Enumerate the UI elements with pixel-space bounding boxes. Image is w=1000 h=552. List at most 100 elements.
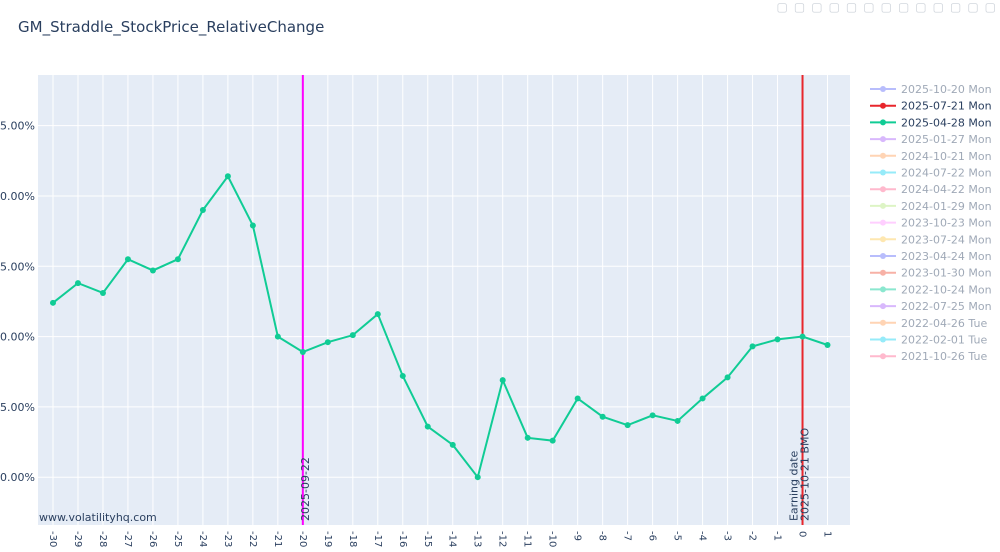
x-tick-label: -1 [772,531,783,541]
x-tick-label: -17 [372,531,383,547]
legend-label: 2022-02-01 Tue [901,334,987,347]
zoom-in-icon[interactable]: ▢ [863,0,875,14]
series-layer [49,173,831,481]
data-point[interactable] [124,256,131,263]
data-point[interactable] [749,343,756,350]
data-point[interactable] [399,372,406,379]
box-select-icon[interactable]: ▢ [828,0,840,14]
data-point[interactable] [824,342,831,348]
data-point[interactable] [499,377,506,384]
legend-item[interactable]: 2024-07-22 Mon [870,167,992,180]
data-point[interactable] [599,413,606,420]
spike-lines-icon[interactable]: ▢ [932,0,944,14]
legend-label: 2025-01-27 Mon [901,133,992,146]
x-tick-label: -10 [547,531,558,547]
legend-item[interactable]: 2023-10-23 Mon [870,217,992,230]
legend-label: 2025-04-28 Mon [901,116,992,129]
data-point[interactable] [449,441,456,448]
legend-item[interactable]: 2025-04-28 Mon [870,116,992,129]
zoom-icon[interactable]: ▢ [793,0,806,14]
data-point[interactable] [474,474,481,481]
legend-swatch-marker [880,152,886,159]
plotly-logo-icon[interactable]: ▢ [984,0,996,14]
legend-item[interactable]: 2022-02-01 Tue [870,334,987,347]
legend-label: 2023-04-24 Mon [901,250,992,263]
data-point[interactable] [274,333,281,340]
legend-swatch-marker [880,286,886,293]
data-point[interactable] [174,256,181,263]
legend-item[interactable]: 2021-10-26 Tue [870,350,987,363]
data-point[interactable] [299,349,306,356]
camera-icon[interactable]: ▢ [776,0,788,14]
data-point[interactable] [524,434,531,441]
legend-item[interactable]: 2023-07-24 Mon [870,233,992,246]
legend-label: 2022-10-24 Mon [901,283,992,296]
data-point[interactable] [249,222,256,229]
legend-item[interactable]: 2024-01-29 Mon [870,200,992,213]
data-point[interactable] [649,412,656,419]
x-tick-label: -8 [597,531,608,541]
hover-closest-icon[interactable]: ▢ [949,0,962,14]
pan-icon[interactable]: ▢ [811,0,823,14]
legend-label: 2024-04-22 Mon [901,183,992,196]
legend-swatch-marker [880,202,886,209]
x-tick-label: -2 [747,531,758,541]
legend-item[interactable]: 2023-04-24 Mon [870,250,992,263]
plot-area[interactable] [38,75,850,525]
x-tick-label: -5 [672,531,683,541]
hover-compare-icon[interactable]: ▢ [967,0,979,14]
legend-swatch-marker [880,303,886,310]
data-point[interactable] [724,374,731,381]
x-tick-label: -6 [647,531,658,541]
data-point[interactable] [349,332,356,339]
x-tick-label: -20 [297,531,308,547]
legend-item[interactable]: 2024-10-21 Mon [870,150,992,163]
data-point[interactable] [799,333,806,340]
data-point[interactable] [199,207,206,213]
y-tick-label: -5.00% [0,401,35,414]
reset-axes-icon[interactable]: ▢ [915,0,927,14]
vertical-marker-label: Earning date [788,450,801,521]
legend-item[interactable]: 2025-10-20 Mon [870,83,992,96]
legend-item[interactable]: 2025-07-21 Mon [870,100,992,113]
data-point[interactable] [324,339,331,346]
legend-swatch-marker [880,219,886,226]
data-point[interactable] [774,336,781,343]
y-tick-label: 5.00% [0,260,35,273]
series-line [52,174,828,480]
data-point[interactable] [424,423,431,430]
legend-label: 2024-10-21 Mon [901,150,992,163]
watermark-text: www.volatilityhq.com [39,511,157,524]
x-tick-label: -9 [572,531,583,541]
data-point[interactable] [699,395,706,402]
data-point[interactable] [49,299,56,306]
legend-label: 2025-10-20 Mon [901,83,992,96]
data-point[interactable] [74,280,81,287]
y-tick-label: -10.00% [0,471,35,484]
autoscale-icon[interactable]: ▢ [897,0,910,14]
data-point[interactable] [224,173,231,180]
data-point[interactable] [674,417,681,424]
legend-item[interactable]: 2022-10-24 Mon [870,283,992,296]
legend-item[interactable]: 2024-04-22 Mon [870,183,992,196]
x-tick-label: -28 [97,531,108,547]
x-tick-label: -25 [172,531,183,547]
data-point[interactable] [149,267,156,274]
data-point[interactable] [624,422,631,429]
legend-swatch-marker [880,186,886,193]
legend-swatch-marker [880,136,886,143]
legend-label: 2022-04-26 Tue [901,317,987,330]
data-point[interactable] [574,395,581,402]
legend-item[interactable]: 2025-01-27 Mon [870,133,992,146]
legend-label: 2022-07-25 Mon [901,300,992,313]
legend-item[interactable]: 2022-07-25 Mon [870,300,992,313]
lasso-icon[interactable]: ▢ [845,0,858,14]
legend-item[interactable]: 2022-04-26 Tue [870,317,987,330]
data-point[interactable] [549,437,556,444]
zoom-out-icon[interactable]: ▢ [880,0,892,14]
legend-label: 2024-01-29 Mon [901,200,992,213]
data-point[interactable] [99,289,106,296]
y-tick-label: 15.00% [0,120,35,133]
data-point[interactable] [374,311,381,318]
legend-item[interactable]: 2023-01-30 Mon [870,267,992,280]
